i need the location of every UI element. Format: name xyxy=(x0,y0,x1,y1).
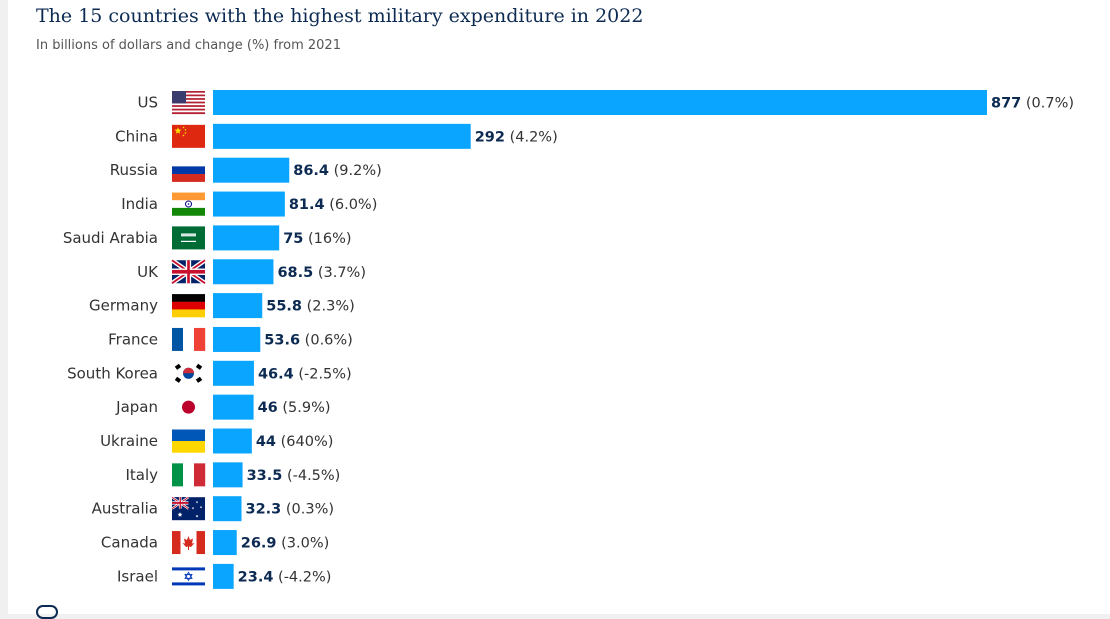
data-label-australia: 32.3 (0.3%) xyxy=(246,502,335,518)
data-label-ukraine: 44 (640%) xyxy=(256,434,334,450)
bar-australia xyxy=(213,496,242,522)
bar-russia xyxy=(213,157,290,183)
change-label-ukraine: (640%) xyxy=(276,434,333,450)
data-label-canada: 26.9 (3.0%) xyxy=(241,536,330,552)
data-label-saudi-arabia: 75 (16%) xyxy=(283,231,351,247)
value-label-italy: 33.5 xyxy=(247,468,283,484)
change-label-france: (0.6%) xyxy=(300,332,353,348)
statista-logo-icon xyxy=(36,605,58,619)
value-label-germany: 55.8 xyxy=(266,299,302,315)
change-label-japan: (5.9%) xyxy=(278,400,331,416)
value-label-uk: 68.5 xyxy=(277,265,313,281)
change-label-china: (4.2%) xyxy=(505,129,558,145)
bar-israel xyxy=(213,563,234,589)
change-label-us: (0.7%) xyxy=(1021,96,1074,112)
change-label-india: (6.0%) xyxy=(325,197,378,213)
change-label-saudi-arabia: (16%) xyxy=(303,231,351,247)
india-flag-icon xyxy=(172,192,205,216)
value-label-france: 53.6 xyxy=(264,332,300,348)
saudi-arabia-flag-icon xyxy=(172,226,205,250)
category-label-us: US xyxy=(137,94,158,112)
category-label-south-korea: South Korea xyxy=(67,364,158,382)
category-label-germany: Germany xyxy=(89,297,158,315)
data-label-india: 81.4 (6.0%) xyxy=(289,197,378,213)
canada-flag-icon xyxy=(172,531,205,555)
change-label-russia: (9.2%) xyxy=(329,163,382,179)
change-label-australia: (0.3%) xyxy=(281,502,334,518)
china-flag-icon xyxy=(172,124,205,148)
us-flag-icon xyxy=(172,91,205,115)
category-label-australia: Australia xyxy=(92,500,158,518)
data-label-china: 292 (4.2%) xyxy=(475,129,558,145)
value-label-canada: 26.9 xyxy=(241,536,277,552)
category-label-france: France xyxy=(108,330,158,348)
bar-china xyxy=(213,123,471,149)
bar-us xyxy=(213,90,987,115)
category-label-saudi-arabia: Saudi Arabia xyxy=(63,229,158,247)
change-label-italy: (-4.5%) xyxy=(282,468,340,484)
bar-india xyxy=(213,191,285,217)
chart-subtitle: In billions of dollars and change (%) fr… xyxy=(36,38,341,53)
category-label-italy: Italy xyxy=(125,466,158,484)
chart-title: The 15 countries with the highest milita… xyxy=(36,5,644,27)
category-label-japan: Japan xyxy=(115,398,158,416)
bar-germany xyxy=(213,293,263,319)
value-label-india: 81.4 xyxy=(289,197,325,213)
russia-flag-icon xyxy=(172,158,205,182)
category-label-israel: Israel xyxy=(117,567,158,585)
bar-south-korea xyxy=(213,360,254,386)
bar-japan xyxy=(213,394,254,420)
value-label-saudi-arabia: 75 xyxy=(283,231,303,247)
south-korea-flag-icon xyxy=(172,361,205,385)
category-label-ukraine: Ukraine xyxy=(100,432,158,450)
value-label-russia: 86.4 xyxy=(293,163,329,179)
value-label-australia: 32.3 xyxy=(246,502,282,518)
ukraine-flag-icon xyxy=(172,429,205,453)
change-label-uk: (3.7%) xyxy=(313,265,366,281)
data-label-france: 53.6 (0.6%) xyxy=(264,332,353,348)
germany-flag-icon xyxy=(172,294,205,318)
bar-ukraine xyxy=(213,428,252,454)
value-label-south-korea: 46.4 xyxy=(258,366,294,382)
uk-flag-icon xyxy=(170,258,207,286)
category-label-india: India xyxy=(121,195,158,213)
value-label-japan: 46 xyxy=(258,400,278,416)
category-label-uk: UK xyxy=(137,263,159,281)
france-flag-icon xyxy=(172,327,206,351)
change-label-canada: (3.0%) xyxy=(277,536,330,552)
data-label-germany: 55.8 (2.3%) xyxy=(266,299,355,315)
data-label-japan: 46 (5.9%) xyxy=(258,400,331,416)
bar-canada xyxy=(213,530,237,556)
bar-italy xyxy=(213,462,243,488)
value-label-israel: 23.4 xyxy=(238,569,274,585)
bar-france xyxy=(213,326,261,352)
israel-flag-icon xyxy=(172,564,205,588)
data-label-south-korea: 46.4 (-2.5%) xyxy=(258,366,352,382)
bar-saudi-arabia xyxy=(213,225,280,251)
data-label-italy: 33.5 (-4.5%) xyxy=(247,468,341,484)
data-label-uk: 68.5 (3.7%) xyxy=(277,265,366,281)
change-label-israel: (-4.2%) xyxy=(273,569,331,585)
category-label-russia: Russia xyxy=(110,161,158,179)
data-label-us: 877 (0.7%) xyxy=(991,96,1074,112)
data-label-israel: 23.4 (-4.2%) xyxy=(238,569,332,585)
italy-flag-icon xyxy=(172,463,206,487)
bar-uk xyxy=(213,259,274,285)
value-label-china: 292 xyxy=(475,129,505,145)
australia-flag-icon xyxy=(171,496,205,521)
category-label-china: China xyxy=(115,127,158,145)
value-label-us: 877 xyxy=(991,96,1021,112)
category-label-canada: Canada xyxy=(101,534,158,552)
change-label-germany: (2.3%) xyxy=(302,299,355,315)
data-label-russia: 86.4 (9.2%) xyxy=(293,163,382,179)
change-label-south-korea: (-2.5%) xyxy=(294,366,352,382)
japan-flag-icon xyxy=(172,395,205,419)
value-label-ukraine: 44 xyxy=(256,434,276,450)
